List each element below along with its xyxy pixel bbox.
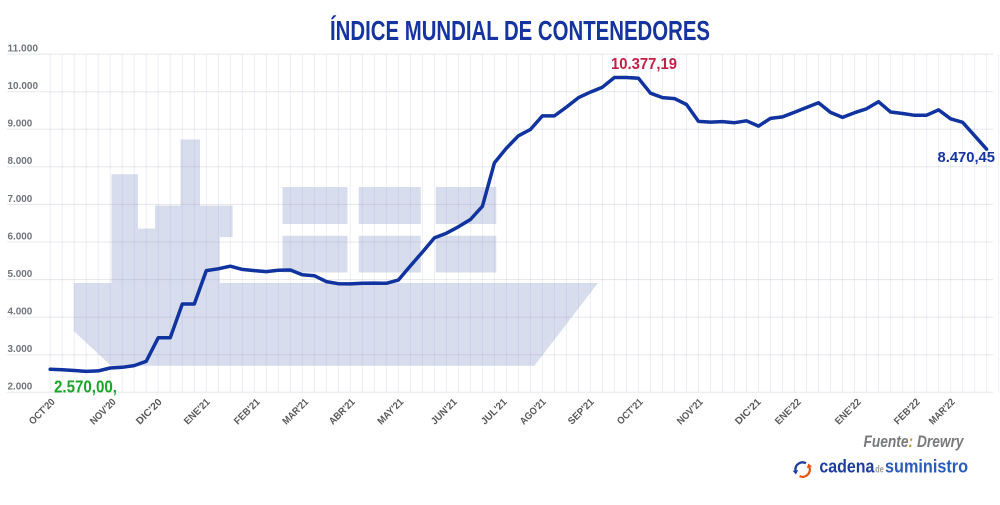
svg-text:5.000: 5.000 bbox=[8, 268, 33, 280]
svg-text:ÍNDICE MUNDIAL DE CONTENEDORES: ÍNDICE MUNDIAL DE CONTENEDORES bbox=[330, 15, 710, 46]
svg-text:6.000: 6.000 bbox=[8, 230, 33, 242]
svg-text:cadena: cadena bbox=[819, 457, 875, 477]
svg-text:7.000: 7.000 bbox=[8, 193, 33, 205]
svg-text:2.000: 2.000 bbox=[8, 381, 33, 393]
svg-text:2.570,00,: 2.570,00, bbox=[54, 376, 117, 396]
svg-text:9.000: 9.000 bbox=[8, 118, 33, 130]
svg-text:de: de bbox=[875, 465, 884, 476]
svg-text:11.000: 11.000 bbox=[8, 43, 39, 55]
svg-text:8.000: 8.000 bbox=[8, 155, 33, 167]
svg-text:8.470,45: 8.470,45 bbox=[938, 150, 996, 166]
svg-text:4.000: 4.000 bbox=[8, 306, 33, 318]
svg-text:10.377,19: 10.377,19 bbox=[611, 56, 677, 73]
svg-text:3.000: 3.000 bbox=[8, 343, 33, 355]
svg-text:10.000: 10.000 bbox=[8, 80, 39, 92]
svg-text:Fuente: Drewry: Fuente: Drewry bbox=[863, 433, 964, 452]
svg-text:suministro: suministro bbox=[885, 457, 968, 477]
